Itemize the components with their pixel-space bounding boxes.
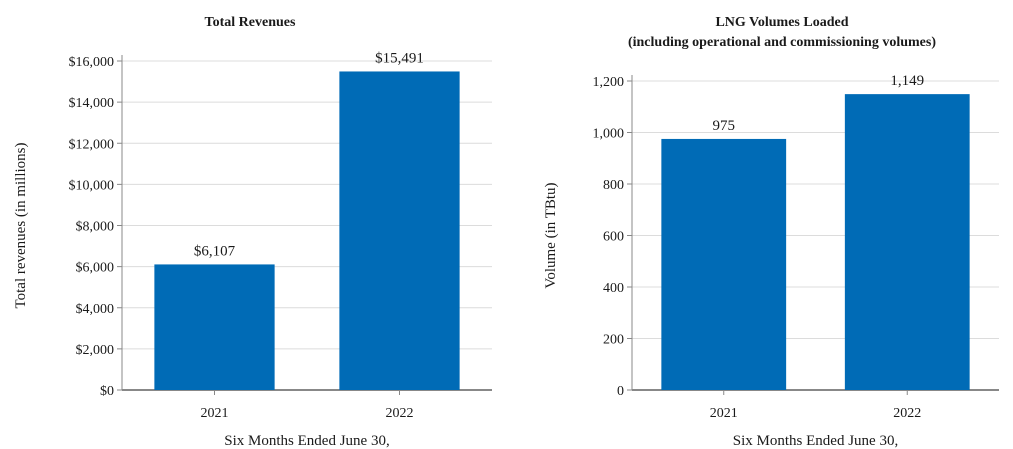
total-revenues-svg: Total Revenues $0 $2,000 $4,000 $6,000 $8,000… xyxy=(13,15,492,449)
lng-ytick-label: 1,000 xyxy=(593,127,625,142)
lng-bar-2022 xyxy=(844,94,970,390)
lng-ytick-label: 0 xyxy=(617,384,624,399)
revenues-ytick-label: $14,000 xyxy=(69,96,115,111)
revenues-ytick-label: $10,000 xyxy=(69,178,115,193)
revenues-ytick-label: $12,000 xyxy=(69,137,115,152)
revenues-ytick-label: $6,000 xyxy=(76,261,115,276)
revenues-data-label-2022: $15,491 xyxy=(375,50,424,66)
lng-ytick-label: 400 xyxy=(603,281,624,296)
revenues-ytick-label: $8,000 xyxy=(76,220,115,235)
lng-title: LNG Volumes Loaded xyxy=(715,15,848,30)
revenues-y-axis-label: Total revenues (in millions) xyxy=(13,142,29,308)
revenues-ytick-label: $4,000 xyxy=(76,302,115,317)
lng-xtick-label-2021: 2021 xyxy=(710,406,738,421)
lng-volumes-chart: LNG Volumes Loaded (including operational… xyxy=(506,0,1013,449)
revenues-bar-2021 xyxy=(154,264,275,390)
lng-x-axis-label: Six Months Ended June 30, xyxy=(733,433,898,449)
total-revenues-chart: Total Revenues $0 $2,000 $4,000 $6,000 $8,000… xyxy=(0,0,506,449)
revenues-bar-2022 xyxy=(339,71,460,391)
revenues-ytick-label: $0 xyxy=(100,384,114,399)
revenues-xtick-label-2022: 2022 xyxy=(386,406,414,421)
lng-volumes-svg: LNG Volumes Loaded (including operational… xyxy=(543,15,999,449)
revenues-x-axis-label: Six Months Ended June 30, xyxy=(224,433,389,449)
lng-data-label-2022: 1,149 xyxy=(890,73,924,89)
revenues-title: Total Revenues xyxy=(205,15,296,30)
lng-ytick-label: 800 xyxy=(603,178,624,193)
lng-ytick-label: 600 xyxy=(603,230,624,245)
lng-xtick-label-2022: 2022 xyxy=(893,406,921,421)
revenues-ytick-label: $2,000 xyxy=(76,343,115,358)
revenues-data-label-2021: $6,107 xyxy=(194,243,236,259)
lng-y-axis-label: Volume (in TBtu) xyxy=(543,182,559,288)
revenues-xtick-label-2021: 2021 xyxy=(201,406,229,421)
lng-subtitle: (including operational and commissioning… xyxy=(628,35,936,50)
lng-data-label-2021: 975 xyxy=(713,118,736,134)
revenues-ytick-label: $16,000 xyxy=(69,55,115,70)
lng-bar-2021 xyxy=(661,138,787,390)
lng-ytick-label: 200 xyxy=(603,333,624,348)
lng-ytick-label: 1,200 xyxy=(593,75,625,90)
